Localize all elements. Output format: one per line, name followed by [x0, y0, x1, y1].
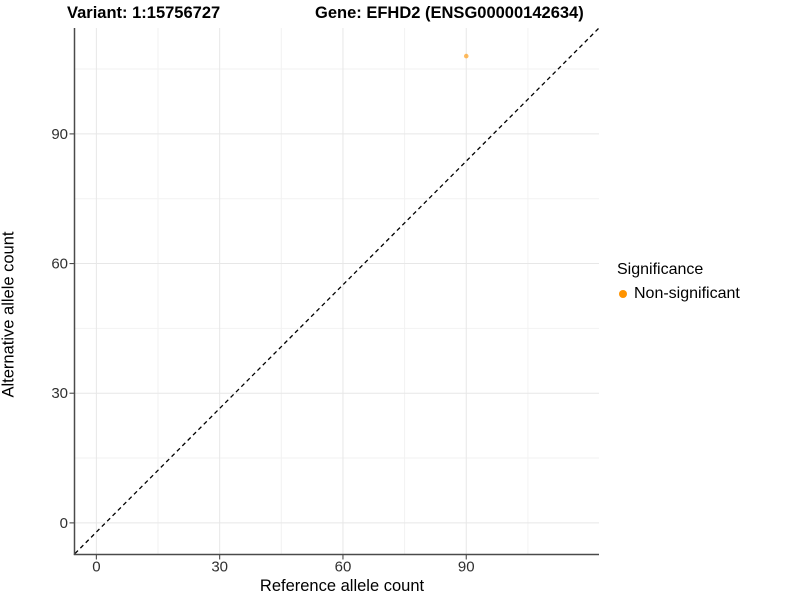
variant-title: Variant: 1:15756727	[67, 4, 221, 22]
y-tick-label: 60	[51, 256, 68, 273]
legend-point-icon	[619, 290, 627, 298]
gene-title: Gene: EFHD2 (ENSG00000142634)	[315, 4, 584, 22]
x-tick-label: 60	[335, 559, 352, 576]
y-tick-label: 0	[60, 515, 68, 532]
legend-title: Significance	[617, 261, 704, 278]
x-axis-title: Reference allele count	[259, 577, 425, 595]
y-tick-label: 30	[51, 385, 68, 402]
legend-item: Non-significant	[616, 285, 740, 303]
x-tick-label: 90	[458, 559, 475, 576]
legend-item-label: Non-significant	[634, 285, 740, 302]
y-axis-title: Alternative allele count	[0, 231, 18, 398]
legend: Significance Non-significant	[616, 261, 740, 303]
identity-line	[74, 28, 599, 554]
x-tick-label: 30	[211, 559, 228, 576]
x-tick-label: 0	[92, 559, 100, 576]
y-tick-label: 90	[51, 126, 68, 143]
data-point	[463, 53, 469, 59]
